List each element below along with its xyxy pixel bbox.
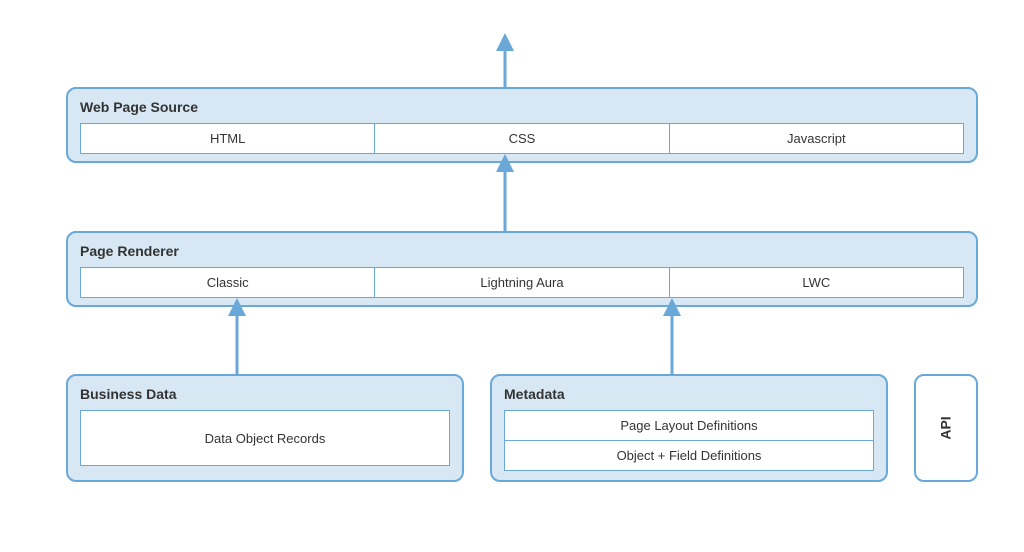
cell-data-object-records: Data Object Records (80, 410, 450, 466)
layer-page-renderer: Page Renderer Classic Lightning Aura LWC (66, 231, 978, 307)
layer-title: Web Page Source (80, 99, 964, 115)
layer-title: Metadata (504, 386, 874, 402)
cell-html: HTML (80, 123, 375, 154)
cells-row: Data Object Records (80, 410, 450, 466)
cells-col: Page Layout Definitions Object + Field D… (504, 410, 874, 471)
cell-page-layout-definitions: Page Layout Definitions (504, 410, 874, 441)
layer-title: Page Renderer (80, 243, 964, 259)
layer-metadata: Metadata Page Layout Definitions Object … (490, 374, 888, 482)
api-label: API (938, 416, 954, 439)
layer-web-page-source: Web Page Source HTML CSS Javascript (66, 87, 978, 163)
cell-classic: Classic (80, 267, 375, 298)
cell-lwc: LWC (670, 267, 964, 298)
layer-business-data: Business Data Data Object Records (66, 374, 464, 482)
cell-javascript: Javascript (670, 123, 964, 154)
cell-css: CSS (375, 123, 669, 154)
cell-lightning-aura: Lightning Aura (375, 267, 669, 298)
cell-object-field-definitions: Object + Field Definitions (504, 441, 874, 471)
cells-row: HTML CSS Javascript (80, 123, 964, 154)
cells-row: Classic Lightning Aura LWC (80, 267, 964, 298)
layer-title: Business Data (80, 386, 450, 402)
api-box: API (914, 374, 978, 482)
